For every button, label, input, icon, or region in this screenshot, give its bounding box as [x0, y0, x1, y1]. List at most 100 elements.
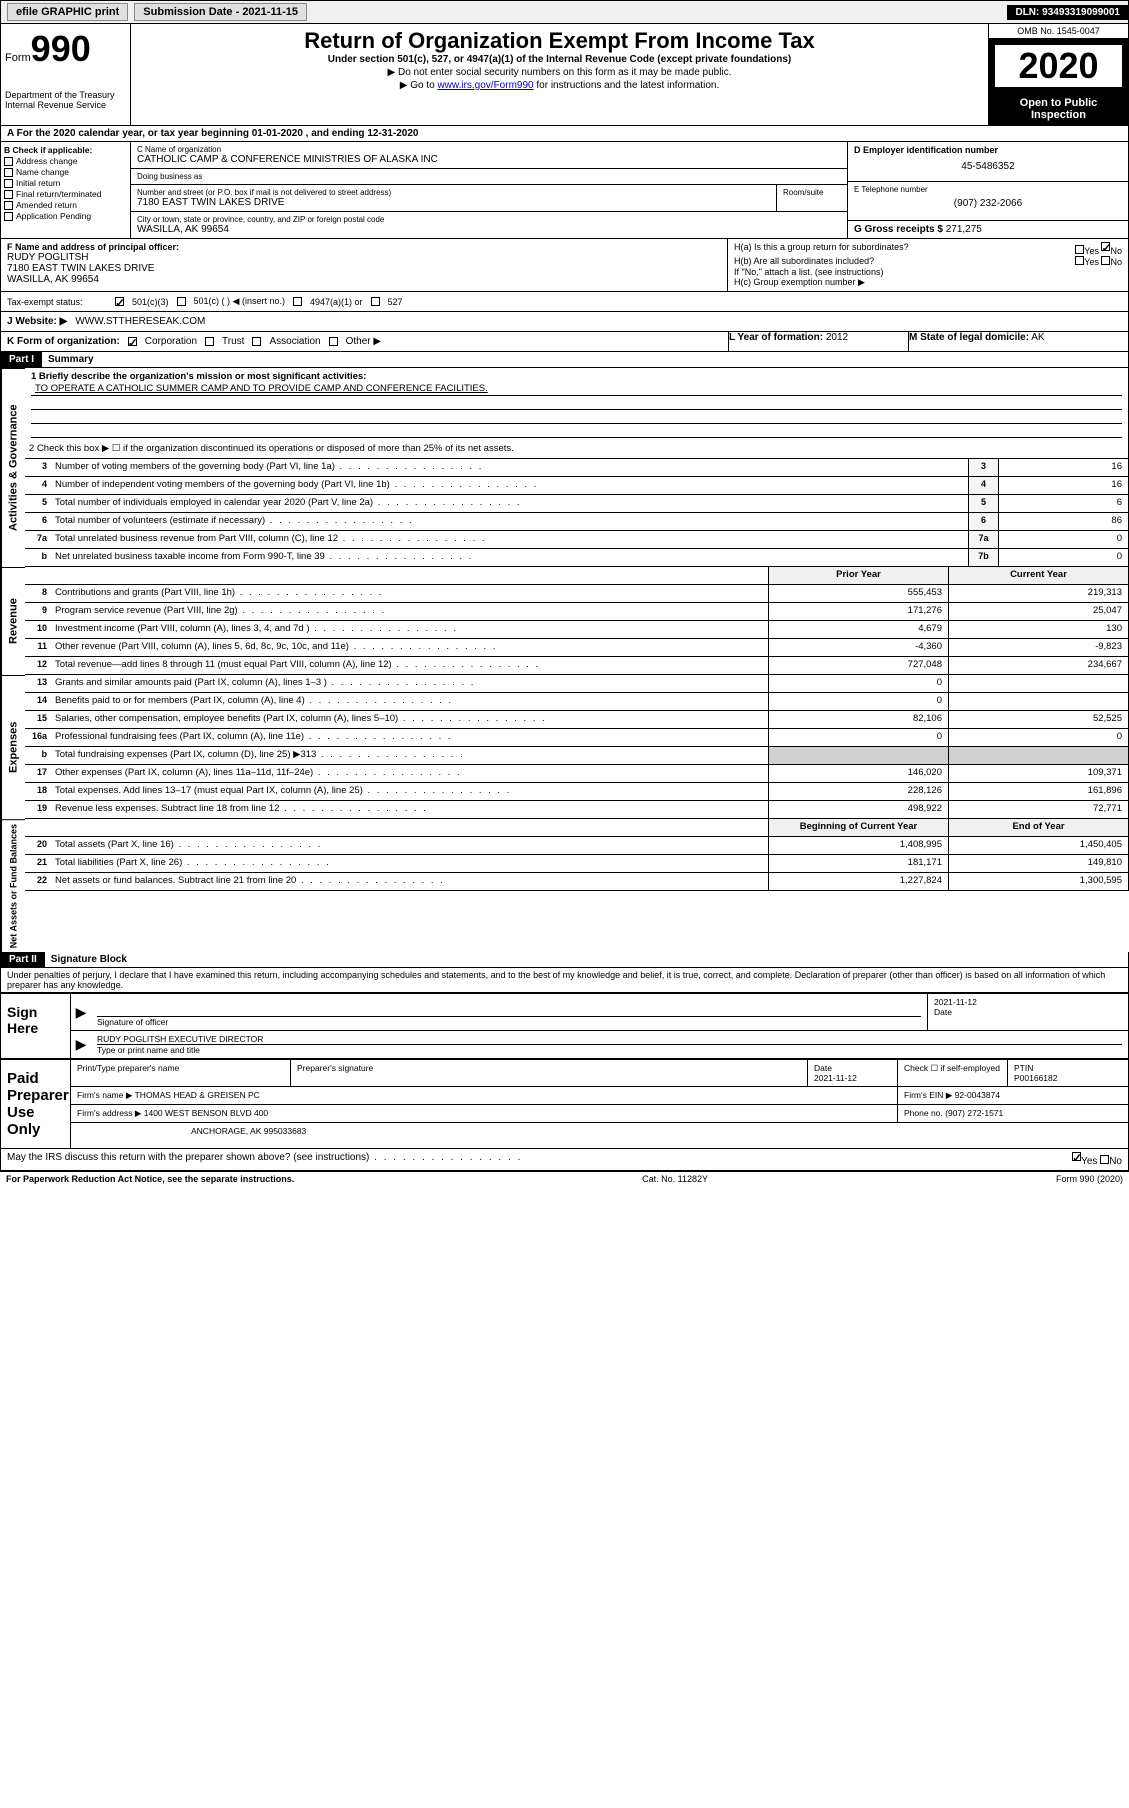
checkbox-corp[interactable] [128, 337, 137, 346]
checkbox-527[interactable] [371, 297, 380, 306]
checkbox-other[interactable] [329, 337, 338, 346]
form-title: Return of Organization Exempt From Incom… [139, 28, 980, 54]
checkbox-name-change[interactable] [4, 168, 13, 177]
addr-value: 7180 EAST TWIN LAKES DRIVE [137, 197, 770, 208]
gross-receipts-label: G Gross receipts $ [854, 224, 943, 235]
section-b: B Check if applicable: Address change Na… [1, 142, 131, 238]
discuss-no-checkbox[interactable] [1100, 1155, 1109, 1164]
entity-block: B Check if applicable: Address change Na… [0, 142, 1129, 239]
line-num: 18 [25, 783, 51, 800]
line-desc: Benefits paid to or for members (Part IX… [51, 693, 768, 710]
line-value: 86 [998, 513, 1128, 530]
sign-date-label: Date [934, 1007, 1122, 1017]
hb-label: H(b) Are all subordinates included? [734, 256, 874, 267]
part1-header-row: Part I Summary [0, 352, 1129, 368]
netassets-section: Net Assets or Fund Balances Beginning of… [0, 819, 1129, 952]
checkbox-trust[interactable] [205, 337, 214, 346]
opt-501c: 501(c) ( ) ◀ (insert no.) [194, 296, 285, 307]
part2-title: Signature Block [45, 954, 127, 965]
opt-trust: Trust [222, 336, 244, 347]
hb-no: No [1110, 257, 1122, 267]
checkbox-assoc[interactable] [252, 337, 261, 346]
vtab-governance: Activities & Governance [1, 368, 25, 567]
ha-yes-checkbox[interactable] [1075, 245, 1084, 254]
table-row: 10Investment income (Part VIII, column (… [25, 621, 1129, 639]
form-prefix: Form [5, 52, 31, 64]
col-prior-year: Prior Year [768, 567, 948, 584]
line-num: 9 [25, 603, 51, 620]
table-row: 9Program service revenue (Part VIII, lin… [25, 603, 1129, 621]
checkbox-501c[interactable] [177, 297, 186, 306]
table-row: 12Total revenue—add lines 8 through 11 (… [25, 657, 1129, 675]
prep-date-label: Date [814, 1063, 832, 1073]
net-hdr-blank [25, 819, 51, 836]
line-value: 16 [998, 459, 1128, 476]
label-address-change: Address change [16, 156, 77, 166]
label-amended: Amended return [16, 200, 77, 210]
label-final-return: Final return/terminated [16, 189, 102, 199]
col-begin-year: Beginning of Current Year [768, 819, 948, 836]
line-desc: Total fundraising expenses (Part IX, col… [51, 747, 768, 764]
firm-addr1: 1400 WEST BENSON BLVD 400 [144, 1108, 268, 1118]
label-initial-return: Initial return [16, 178, 60, 188]
checkbox-4947[interactable] [293, 297, 302, 306]
hb-yes-checkbox[interactable] [1075, 256, 1084, 265]
preparer-label: Paid Preparer Use Only [1, 1060, 71, 1148]
checkbox-501c3[interactable] [115, 297, 124, 306]
checkbox-final-return[interactable] [4, 190, 13, 199]
dept-treasury: Department of the Treasury Internal Reve… [5, 90, 126, 110]
current-value [948, 675, 1128, 692]
submission-date: Submission Date - 2021-11-15 [134, 3, 307, 21]
line-desc: Other expenses (Part IX, column (A), lin… [51, 765, 768, 782]
firm-addr-label: Firm's address ▶ [77, 1108, 141, 1118]
line-desc: Contributions and grants (Part VIII, lin… [51, 585, 768, 602]
klm-row: K Form of organization: Corporation Trus… [0, 332, 1129, 352]
checkbox-address-change[interactable] [4, 157, 13, 166]
discuss-yes-checkbox[interactable] [1072, 1152, 1081, 1161]
line-box: 7a [968, 531, 998, 548]
line-desc: Number of independent voting members of … [51, 477, 968, 494]
city-label: City or town, state or province, country… [137, 215, 841, 224]
checkbox-initial-return[interactable] [4, 179, 13, 188]
table-row: 17Other expenses (Part IX, column (A), l… [25, 765, 1129, 783]
tax-status-row: Tax-exempt status: 501(c)(3) 501(c) ( ) … [0, 292, 1129, 312]
opt-4947: 4947(a)(1) or [310, 297, 363, 307]
table-row: 7aTotal unrelated business revenue from … [25, 531, 1129, 549]
irs-link[interactable]: www.irs.gov/Form990 [437, 80, 533, 91]
current-value: 72,771 [948, 801, 1128, 818]
tax-year-box: 2020 [989, 39, 1128, 93]
opt-assoc: Association [269, 336, 320, 347]
officer-name: RUDY POGLITSH [7, 252, 721, 263]
current-value: 130 [948, 621, 1128, 638]
prior-value: 82,106 [768, 711, 948, 728]
line-box: 7b [968, 549, 998, 566]
line-num: 8 [25, 585, 51, 602]
addr-label: Number and street (or P.O. box if mail i… [137, 188, 770, 197]
current-value [948, 693, 1128, 710]
efile-button[interactable]: efile GRAPHIC print [7, 3, 128, 21]
officer-city: WASILLA, AK 99654 [7, 274, 721, 285]
ha-no-checkbox[interactable] [1101, 242, 1110, 251]
checkbox-app-pending[interactable] [4, 212, 13, 221]
line1: 1 Briefly describe the organization's mi… [25, 368, 1129, 441]
prior-value: 1,227,824 [768, 873, 948, 890]
vtab-netassets: Net Assets or Fund Balances [1, 819, 25, 952]
period-row: A For the 2020 calendar year, or tax yea… [0, 126, 1129, 142]
table-row: 4Number of independent voting members of… [25, 477, 1129, 495]
current-value: 1,300,595 [948, 873, 1128, 890]
line-desc: Grants and similar amounts paid (Part IX… [51, 675, 768, 692]
checkbox-amended[interactable] [4, 201, 13, 210]
website-value: WWW.STTHERESEAK.COM [75, 316, 205, 327]
mission-text: TO OPERATE A CATHOLIC SUMMER CAMP AND TO… [31, 382, 1122, 396]
line-num: 10 [25, 621, 51, 638]
line-num: 12 [25, 657, 51, 674]
line-desc: Total assets (Part X, line 16) [51, 837, 768, 854]
table-row: bTotal fundraising expenses (Part IX, co… [25, 747, 1129, 765]
line-num: 22 [25, 873, 51, 890]
prior-value: 498,922 [768, 801, 948, 818]
officer-label: F Name and address of principal officer: [7, 242, 721, 252]
footer-right: Form 990 (2020) [1056, 1174, 1123, 1184]
officer-signature-line[interactable] [97, 997, 921, 1017]
col-current-year: Current Year [948, 567, 1128, 584]
line-num: 11 [25, 639, 51, 656]
